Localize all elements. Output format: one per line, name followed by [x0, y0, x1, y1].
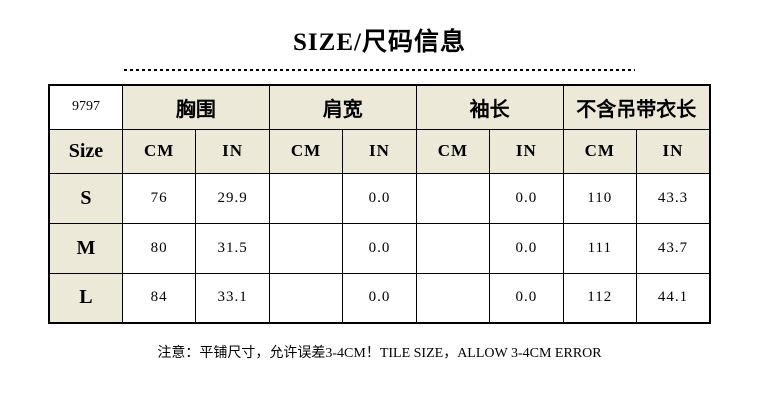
size-row-label: M — [48, 222, 123, 274]
measurement-cell: 31.5 — [195, 222, 270, 274]
measurement-cell: 43.7 — [636, 222, 711, 274]
measurement-cell: 0.0 — [489, 272, 564, 324]
measurement-cell — [415, 222, 491, 274]
table-row-size-m: M 80 31.5 0.0 0.0 111 43.7 — [48, 222, 711, 274]
unit-header-shoulder-cm: CM — [268, 128, 344, 174]
measurement-cell: 33.1 — [195, 272, 270, 324]
unit-header-length-cm: CM — [562, 128, 638, 174]
measurement-cell: 112 — [562, 272, 638, 324]
measurement-cell: 110 — [562, 172, 638, 224]
measurement-cell: 76 — [121, 172, 197, 224]
size-info-panel: SIZE/尺码信息 9797 胸围 肩宽 袖长 不含吊带衣长 Size CM I… — [48, 22, 711, 362]
measurement-cell: 29.9 — [195, 172, 270, 224]
measurement-cell: 0.0 — [342, 222, 417, 274]
unit-header-chest-cm: CM — [121, 128, 197, 174]
title-divider — [124, 69, 635, 71]
measurement-cell — [415, 272, 491, 324]
measurement-cell: 0.0 — [342, 272, 417, 324]
table-row-size-l: L 84 33.1 0.0 0.0 112 44.1 — [48, 272, 711, 324]
group-header-shoulder: 肩宽 — [268, 84, 417, 130]
measurement-cell — [415, 172, 491, 224]
measurement-cell: 0.0 — [342, 172, 417, 224]
unit-header-shoulder-in: IN — [342, 128, 417, 174]
measurement-cell: 44.1 — [636, 272, 711, 324]
measurement-cell — [268, 222, 344, 274]
group-header-row: 9797 胸围 肩宽 袖长 不含吊带衣长 — [48, 84, 711, 130]
size-row-label: S — [48, 172, 123, 224]
measurement-cell: 80 — [121, 222, 197, 274]
group-header-chest: 胸围 — [121, 84, 270, 130]
size-row-label: L — [48, 272, 123, 324]
table-row-size-s: S 76 29.9 0.0 0.0 110 43.3 — [48, 172, 711, 224]
tolerance-note: 注意：平铺尺寸，允许误差3-4CM！TILE SIZE，ALLOW 3-4CM … — [157, 346, 602, 361]
measurement-cell: 111 — [562, 222, 638, 274]
size-column-header: Size — [48, 128, 123, 174]
measurement-cell: 0.0 — [489, 222, 564, 274]
unit-header-length-in: IN — [636, 128, 711, 174]
unit-header-chest-in: IN — [195, 128, 270, 174]
measurement-cell — [268, 272, 344, 324]
measurement-cell — [268, 172, 344, 224]
unit-header-sleeve-in: IN — [489, 128, 564, 174]
size-chart-table: 9797 胸围 肩宽 袖长 不含吊带衣长 Size CM IN CM IN CM… — [48, 84, 711, 324]
group-header-sleeve: 袖长 — [415, 84, 564, 130]
group-header-garment-length: 不含吊带衣长 — [562, 84, 711, 130]
page-title: SIZE/尺码信息 — [293, 29, 466, 56]
measurement-cell: 84 — [121, 272, 197, 324]
product-code-cell: 9797 — [48, 84, 123, 130]
unit-header-row: Size CM IN CM IN CM IN CM IN — [48, 128, 711, 174]
unit-header-sleeve-cm: CM — [415, 128, 491, 174]
measurement-cell: 43.3 — [636, 172, 711, 224]
measurement-cell: 0.0 — [489, 172, 564, 224]
